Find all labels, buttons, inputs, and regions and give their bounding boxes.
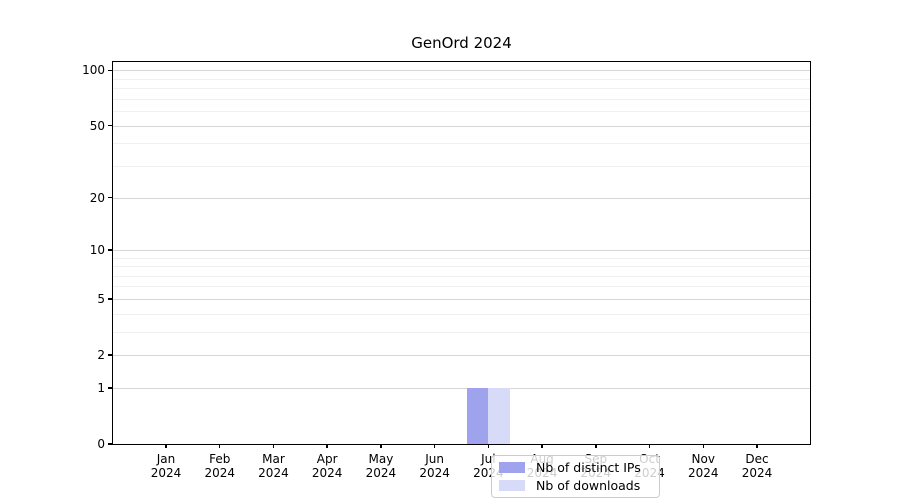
x-tick [702,444,704,448]
minor-gridline [113,78,810,80]
y-tick [108,354,112,356]
y-tick-label: 20 [89,190,105,205]
x-tick [487,444,490,448]
y-tick-label: 1 [97,380,105,395]
x-tick [756,444,758,448]
minor-gridline [113,286,810,288]
y-tick-label: 100 [82,63,105,78]
x-tick-label-line: Feb [209,452,231,466]
x-tick [595,444,597,448]
legend: Nb of distinct IPs Nb of downloads [491,455,660,498]
legend-label-distinct-ips: Nb of distinct IPs [536,460,641,475]
y-tick-label: 5 [97,291,105,306]
x-tick-label-line: 2024 [311,466,343,480]
major-gridline [113,355,810,357]
x-tick-label: Dec 2024 [729,452,785,480]
major-gridline [113,298,810,300]
x-tick [380,444,382,448]
y-tick-label: 0 [97,437,105,451]
plot-area: Nb of distinct IPs Nb of downloads [108,61,811,498]
x-tick [272,444,275,448]
x-tick-label: Feb 2024 [192,452,248,480]
major-gridline [113,125,810,127]
y-tick-label: 2 [97,348,105,363]
minor-gridline [113,111,810,113]
x-tick [541,444,543,448]
bar-distinct-ips [466,387,489,444]
legend-swatch-distinct-ips [499,462,525,473]
minor-gridline [113,266,810,268]
x-tick-label-line: 2024 [150,466,182,480]
x-tick-label: Mar 2024 [245,452,301,480]
y-tick [108,387,112,389]
minor-gridline [113,165,810,167]
y-tick [108,196,112,199]
x-tick-label-line: Nov [691,452,715,466]
legend-item-downloads: Nb of downloads [499,478,652,493]
x-tick-label-line: Dec [745,452,769,466]
x-tick [165,444,167,448]
x-tick-label-line: 2024 [258,466,289,480]
minor-gridline [113,331,810,333]
minor-gridline [113,275,810,277]
x-tick [326,444,328,448]
major-gridline [113,197,810,199]
x-tick-label-line: May [368,452,394,466]
x-tick-label-line: 2024 [365,466,397,480]
minor-gridline [113,98,810,100]
major-gridline [113,249,810,251]
x-tick-label: Jan 2024 [138,452,194,480]
y-tick-label: 10 [89,242,105,257]
x-tick-label-line: Apr [316,452,338,466]
minor-gridline [113,143,810,145]
x-tick [648,444,651,448]
x-tick-label-line: 2024 [687,466,719,480]
legend-item-distinct-ips: Nb of distinct IPs [499,460,652,475]
y-tick [108,298,112,300]
y-tick [108,124,112,127]
minor-gridline [113,313,810,315]
x-tick-label-line: 2024 [419,466,450,480]
bar-downloads [488,387,510,444]
legend-label-downloads: Nb of downloads [536,478,641,493]
y-tick [108,443,112,445]
x-tick-label-line: Mar [262,452,285,466]
legend-swatch-downloads [499,480,525,491]
major-gridline [113,387,810,389]
x-tick-label-line: Jan [156,452,176,466]
x-tick-label-line: 2024 [741,466,773,480]
y-tick [108,69,112,72]
minor-gridline [113,88,810,90]
y-tick [108,249,112,251]
major-gridline [113,70,810,72]
x-tick-label: Jun 2024 [407,452,463,480]
y-tick-label: 50 [89,118,105,133]
chart-title: GenOrd 2024 [411,34,512,52]
minor-gridline [113,257,810,259]
x-tick [433,444,436,448]
x-tick-label-line: 2024 [204,466,235,480]
x-tick-label-line: Jun [425,452,444,466]
x-tick-label: Apr 2024 [299,452,355,480]
x-tick [219,444,221,448]
x-tick-label: Nov 2024 [675,452,731,480]
x-tick-label: May 2024 [353,452,409,480]
